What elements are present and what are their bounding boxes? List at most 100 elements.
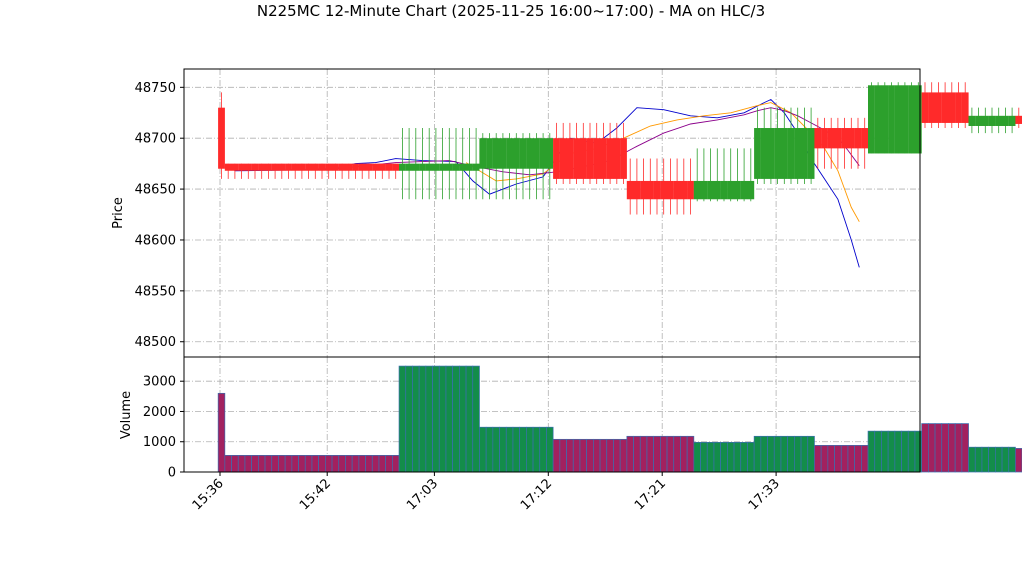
volume-bar: [271, 455, 279, 473]
volume-bar: [927, 423, 936, 473]
volume-bar: [378, 455, 387, 473]
volume-bar: [994, 446, 1003, 473]
volume-bar: [499, 426, 507, 473]
candle-body: [332, 163, 339, 171]
volume-bar: [572, 438, 581, 473]
candle-body: [787, 128, 795, 179]
volume-bar: [445, 365, 454, 473]
volume-bar: [881, 430, 889, 473]
candle-body: [988, 115, 996, 126]
volume-bar: [720, 441, 728, 473]
volume-bar: [599, 438, 608, 473]
candle-body: [620, 138, 627, 179]
candle-body: [847, 128, 855, 149]
volume-bar: [485, 426, 494, 473]
volume-bar: [854, 445, 862, 473]
volume-bar: [385, 455, 393, 473]
volume-bar: [639, 435, 648, 473]
volume-bar: [767, 435, 775, 473]
candle-body: [231, 163, 239, 171]
candle-body: [399, 163, 406, 171]
volume-bar: [345, 455, 353, 473]
candle-body: [834, 128, 842, 149]
price-panel: 48500 48550 48600 48650 48700 48750 Price: [111, 68, 1022, 358]
candle-body: [921, 92, 929, 123]
volume-bar: [519, 426, 527, 473]
volume-bar: [472, 365, 480, 473]
volume-bar: [887, 430, 896, 473]
candle-body: [941, 92, 949, 123]
volume-bar: [680, 435, 688, 473]
price-y-ticks: 48500 48550 48600 48650 48700 48750: [135, 81, 184, 350]
candle-body: [378, 163, 386, 171]
candle-body: [935, 92, 942, 123]
volume-bar: [713, 441, 722, 473]
candle-body: [740, 180, 748, 200]
volume-bar: [1015, 448, 1022, 473]
candle-body: [807, 128, 815, 179]
volume-bar: [284, 455, 293, 473]
volume-bar: [432, 365, 440, 473]
volume-bar: [807, 435, 815, 473]
candle-body: [265, 163, 272, 171]
volume-bar: [532, 426, 541, 473]
candle-body: [827, 128, 835, 149]
volume-bar: [974, 446, 983, 473]
volume-bar: [465, 365, 474, 473]
volume-panel: 0 1000 2000 3000 Volume: [119, 356, 1022, 481]
candle-body: [285, 163, 292, 171]
candle-body: [955, 92, 962, 123]
candle-body: [707, 180, 714, 200]
volume-bar: [392, 455, 400, 473]
volume-bar: [747, 441, 755, 473]
price-y-tick-label: 48650: [135, 183, 176, 198]
candle-body: [914, 85, 922, 154]
volume-bar: [412, 365, 420, 473]
candle-body: [533, 138, 540, 169]
candle-body: [218, 107, 225, 169]
volume-bar: [405, 365, 413, 473]
price-frame: [183, 68, 921, 358]
candle-body: [352, 163, 359, 171]
volume-bar: [787, 435, 795, 473]
volume-bar: [633, 435, 641, 473]
volume-bar: [914, 430, 923, 473]
volume-bar: [237, 455, 246, 473]
candle-body: [526, 138, 534, 169]
volume-axis-label: Volume: [119, 391, 134, 439]
candle-body: [459, 163, 467, 171]
candle-body: [479, 138, 487, 169]
x-tick-label: 17:12: [518, 476, 555, 513]
candle-body: [258, 163, 266, 171]
volume-bar: [338, 455, 346, 473]
candle-body: [519, 138, 527, 169]
candle-body: [680, 180, 688, 200]
price-y-tick-label: 48700: [135, 132, 176, 147]
volume-bar: [659, 435, 668, 473]
x-tick-label: 17:33: [746, 476, 783, 513]
candle-body: [506, 138, 513, 169]
volume-bar: [358, 455, 366, 473]
volume-bar: [646, 435, 655, 473]
candle-body: [405, 163, 413, 171]
candle-body: [653, 180, 661, 200]
candle-body: [466, 163, 473, 171]
volume-bar: [217, 392, 226, 473]
candle-body: [841, 128, 848, 149]
candle-body: [613, 138, 621, 179]
volume-bar: [934, 423, 943, 473]
candle-body: [472, 163, 480, 171]
candle-body: [278, 163, 286, 171]
volume-bar: [1001, 446, 1010, 473]
candle-body: [754, 128, 761, 179]
volume-bar: [894, 430, 902, 473]
volume-bar: [425, 365, 433, 473]
volume-bar: [264, 455, 273, 473]
volume-bar: [418, 365, 427, 473]
volume-bar: [814, 445, 822, 473]
volume-bar: [840, 445, 849, 473]
candle-body: [687, 180, 694, 200]
candle-body: [961, 92, 969, 123]
volume-bar: [331, 455, 340, 473]
volume-bar: [700, 441, 708, 473]
